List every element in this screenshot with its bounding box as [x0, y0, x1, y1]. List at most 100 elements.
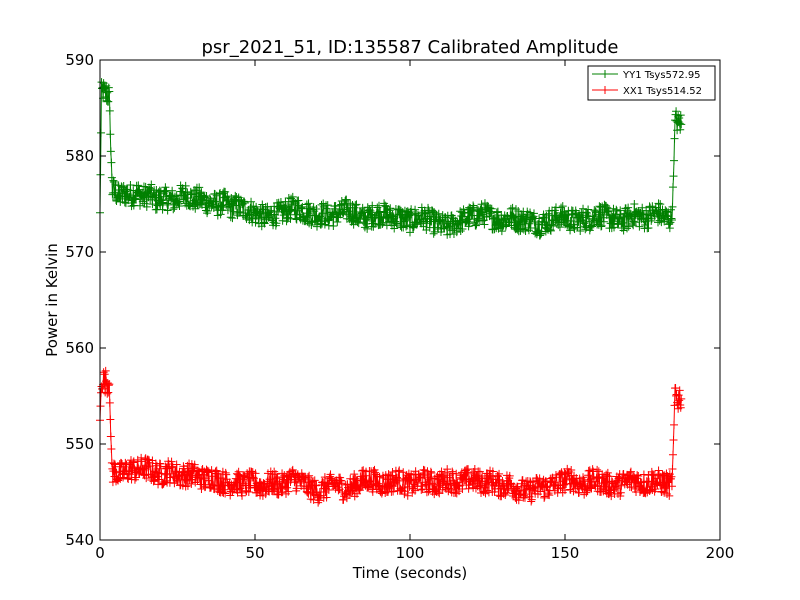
data-point — [452, 469, 461, 478]
data-point — [196, 475, 205, 484]
data-point — [276, 483, 285, 492]
data-point — [359, 207, 368, 216]
data-point — [390, 482, 399, 491]
data-point — [670, 134, 679, 143]
data-point — [425, 223, 434, 232]
data-point — [324, 485, 333, 494]
data-point — [416, 473, 425, 482]
data-point — [456, 207, 465, 216]
data-point — [403, 491, 412, 500]
data-point — [366, 207, 375, 216]
data-point — [97, 128, 106, 137]
data-point — [483, 486, 492, 495]
data-point — [107, 445, 116, 454]
data-point — [312, 205, 321, 214]
data-point — [528, 213, 537, 222]
data-point — [675, 386, 684, 395]
y-tick-label: 570 — [65, 243, 94, 261]
data-point — [518, 476, 527, 485]
data-point — [385, 482, 394, 491]
data-point — [267, 206, 276, 215]
data-point — [384, 213, 393, 222]
data-point — [509, 213, 518, 222]
data-point — [662, 207, 671, 216]
data-point — [616, 206, 625, 215]
data-point — [456, 227, 465, 236]
data-point — [365, 205, 374, 214]
data-point — [617, 481, 626, 490]
data-point — [415, 473, 424, 482]
data-point — [362, 219, 371, 228]
data-point — [230, 197, 239, 206]
data-point — [230, 478, 239, 487]
data-point — [579, 475, 588, 484]
data-point — [486, 209, 495, 218]
x-tick-label: 100 — [396, 544, 425, 562]
data-point — [536, 487, 545, 496]
data-point — [669, 172, 678, 181]
data-point — [451, 488, 460, 497]
data-point — [603, 203, 612, 212]
data-point — [363, 224, 372, 233]
data-point — [493, 207, 502, 216]
data-point — [663, 212, 672, 221]
data-point — [406, 228, 414, 237]
data-point — [136, 201, 145, 210]
data-point — [619, 213, 628, 222]
data-point — [376, 207, 385, 216]
data-point — [121, 458, 130, 467]
data-point — [537, 229, 546, 238]
data-point — [464, 484, 473, 493]
data-point — [132, 473, 141, 482]
legend-label-yy1: YY1 Tsys572.95 — [622, 70, 701, 81]
data-point — [484, 203, 493, 212]
data-point — [417, 485, 426, 494]
data-point — [354, 219, 363, 228]
data-point — [527, 497, 536, 506]
data-point — [530, 486, 538, 495]
data-point — [304, 199, 313, 208]
legend-box — [587, 65, 716, 101]
data-point — [668, 183, 677, 192]
data-point — [491, 213, 500, 222]
data-point — [434, 488, 443, 497]
data-point — [105, 380, 114, 389]
legend-label-xx1: XX1 Tsys514.52 — [623, 86, 702, 97]
data-point — [598, 474, 607, 483]
data-point — [202, 192, 211, 201]
data-point — [320, 473, 329, 482]
data-point — [558, 202, 567, 211]
data-point — [234, 467, 243, 476]
data-point — [427, 468, 436, 477]
data-point — [101, 93, 110, 102]
data-point — [639, 470, 648, 479]
data-point — [200, 193, 209, 202]
data-point — [105, 106, 114, 115]
data-point — [329, 222, 338, 231]
data-point — [239, 479, 248, 488]
data-point — [221, 468, 230, 477]
data-point — [254, 482, 263, 491]
data-point — [656, 200, 665, 209]
data-point — [285, 206, 294, 215]
data-point — [471, 221, 480, 230]
data-point — [271, 214, 280, 223]
data-point — [211, 197, 220, 206]
data-point — [183, 193, 192, 202]
data-point — [455, 216, 464, 225]
data-point — [485, 471, 494, 480]
data-point — [435, 489, 444, 498]
data-point — [345, 207, 354, 216]
data-point — [160, 470, 169, 479]
data-point — [272, 474, 281, 483]
data-point — [249, 473, 258, 482]
data-point — [612, 205, 621, 214]
data-point — [309, 477, 318, 486]
data-point — [149, 477, 158, 486]
data-point — [335, 201, 344, 210]
data-point — [593, 465, 602, 474]
data-point — [96, 402, 105, 411]
data-point — [467, 474, 476, 483]
data-point — [624, 203, 633, 212]
data-point — [675, 396, 684, 405]
